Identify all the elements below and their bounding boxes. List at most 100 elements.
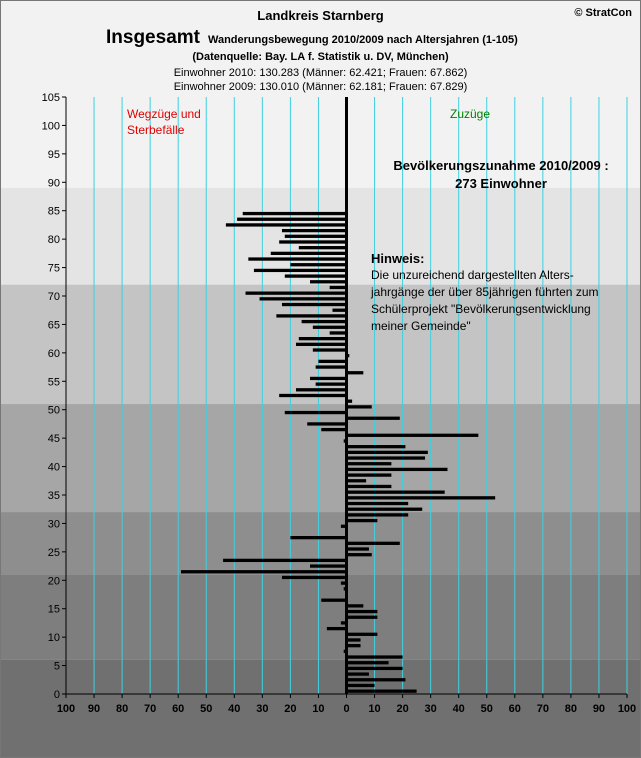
bar	[315, 382, 347, 386]
bar	[346, 553, 372, 557]
age-band	[1, 659, 640, 694]
y-tick-label: 95	[48, 149, 60, 161]
x-tick-label: 10	[312, 703, 324, 715]
bar	[312, 348, 347, 352]
left-label-line2: Sterbefälle	[127, 123, 185, 137]
x-tick-label: 40	[453, 703, 465, 715]
bar	[346, 661, 389, 665]
bar	[310, 280, 347, 284]
bar	[245, 291, 347, 295]
x-tick-label: 60	[172, 703, 184, 715]
x-tick-label: 30	[256, 703, 268, 715]
bar	[346, 644, 361, 648]
bar	[346, 638, 361, 642]
hint-line-2: jahrgänge der über 85jährigen führten zu…	[371, 285, 599, 299]
x-tick-label: 60	[509, 703, 521, 715]
chart-subtitle: Wanderungsbewegung 2010/2009 nach Alters…	[208, 34, 518, 46]
bar	[332, 308, 347, 312]
x-tick-label: 20	[284, 703, 296, 715]
increase-label-line1: Bevölkerungszunahme 2010/2009 :	[393, 158, 609, 173]
x-tick-label: 80	[565, 703, 577, 715]
bar	[346, 467, 448, 472]
bar	[284, 234, 347, 238]
bar	[346, 678, 406, 682]
y-tick-label: 15	[48, 604, 60, 616]
bar	[346, 416, 400, 420]
bar	[270, 251, 347, 256]
increase-label-line2: 273 Einwohner	[455, 176, 547, 191]
x-tick-label: 30	[425, 703, 437, 715]
bar	[346, 547, 369, 551]
y-tick-label: 55	[48, 376, 60, 388]
bar	[290, 263, 347, 267]
bar	[346, 479, 367, 483]
bar	[307, 422, 347, 426]
age-band	[1, 574, 640, 660]
x-tick-label: 40	[228, 703, 240, 715]
district-title: Landkreis Starnberg	[257, 8, 384, 23]
bar	[279, 393, 347, 398]
bar	[225, 223, 347, 227]
bar	[281, 228, 347, 233]
bar	[346, 445, 406, 449]
bar	[298, 336, 347, 341]
bar	[340, 581, 347, 585]
age-band	[1, 512, 640, 575]
bar	[346, 666, 403, 671]
right-label: Zuzüge	[450, 107, 491, 121]
bar	[310, 376, 347, 381]
bar	[346, 484, 392, 489]
bar	[329, 331, 347, 335]
bar	[321, 427, 347, 432]
bar	[253, 268, 347, 273]
y-tick-label: 35	[48, 490, 60, 502]
bar	[248, 257, 347, 261]
y-tick-label: 90	[48, 177, 60, 189]
y-tick-label: 60	[48, 348, 60, 360]
x-tick-label: 50	[481, 703, 493, 715]
y-tick-label: 75	[48, 263, 60, 275]
left-label-line1: Wegzüge und	[127, 107, 201, 121]
bar	[346, 518, 378, 523]
bar	[346, 655, 403, 659]
bar	[346, 462, 392, 466]
x-tick-label: 100	[618, 703, 636, 715]
bar	[298, 246, 347, 250]
x-tick-label: 10	[368, 703, 380, 715]
bar	[346, 433, 479, 437]
y-tick-label: 30	[48, 518, 60, 530]
bar	[281, 575, 347, 580]
bar	[346, 371, 364, 375]
big-title: Insgesamt	[106, 27, 200, 48]
x-tick-label: 90	[88, 703, 100, 715]
bar	[329, 285, 347, 290]
hint-line-3: Schülerprojekt "Bevölkerungsentwicklung	[371, 302, 591, 316]
age-band	[1, 404, 640, 513]
axes	[62, 96, 628, 698]
y-tick-label: 10	[48, 632, 60, 644]
bar	[310, 564, 347, 568]
bar	[318, 359, 347, 364]
bar	[276, 314, 347, 318]
bar	[346, 672, 369, 676]
bar	[346, 399, 353, 403]
bar	[284, 410, 347, 415]
y-tick-label: 0	[54, 689, 60, 701]
population-2010: Einwohner 2010: 130.283 (Männer: 62.421;…	[173, 67, 468, 79]
y-tick-label: 100	[42, 120, 60, 132]
bar	[340, 621, 347, 625]
bar	[181, 570, 347, 574]
x-tick-labels: 100 90 80 70 60 50 40 30 20 10 0 10 20 30 40 50 60 70 80 90…	[57, 703, 636, 715]
bar	[346, 604, 364, 608]
bar	[346, 609, 378, 614]
bar	[321, 598, 347, 602]
bar	[223, 558, 347, 563]
y-tick-label: 40	[48, 462, 60, 474]
hint-line-4: meiner Gemeinde"	[371, 319, 471, 333]
y-tick-label: 65	[48, 319, 60, 331]
bar	[346, 541, 400, 545]
bar	[346, 683, 375, 688]
x-tick-label: 20	[396, 703, 408, 715]
bar	[242, 211, 347, 216]
